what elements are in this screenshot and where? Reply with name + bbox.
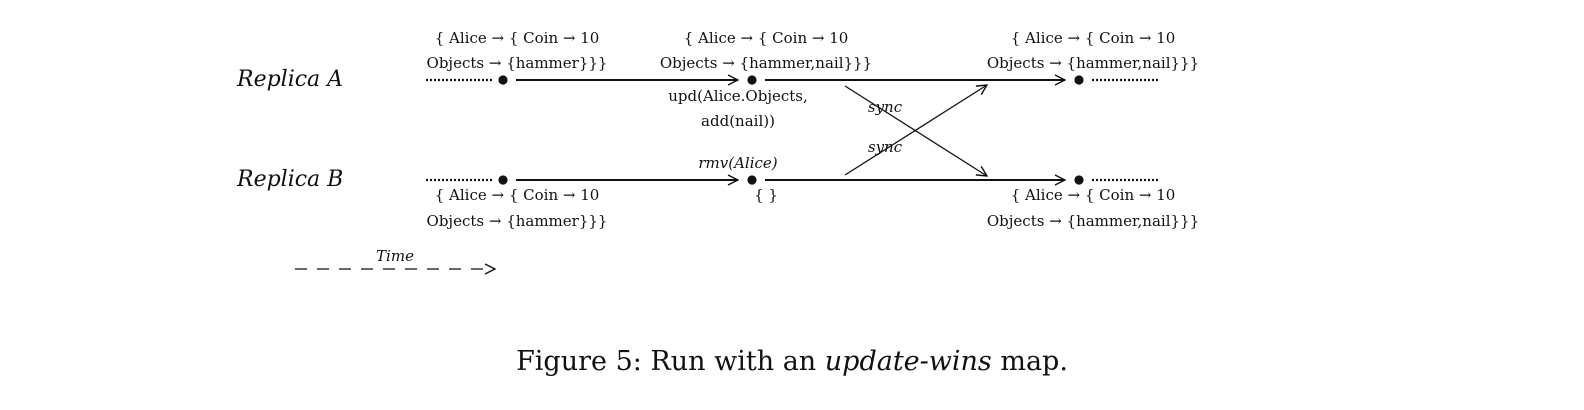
state-b3-line2: Objects → {hammer,nail}}} — [987, 212, 1199, 230]
state-b2-line1: { } — [754, 186, 778, 204]
replica-b-event-2 — [747, 175, 757, 185]
state-a2-line1: { Alice → { Coin → 10 — [684, 29, 849, 47]
state-b1-line1: { Alice → { Coin → 10 — [435, 186, 600, 204]
time-label: Time — [376, 247, 414, 265]
sync-label-2: sync — [868, 138, 903, 156]
upd-operation-line2: add(nail)) — [701, 112, 775, 130]
upd-operation-line1: upd(Alice.Objects, — [668, 87, 808, 105]
state-b3-line1: { Alice → { Coin → 10 — [1011, 186, 1176, 204]
caption-prefix: Figure 5: Run with an — [516, 346, 825, 377]
state-a3-line1: { Alice → { Coin → 10 — [1011, 29, 1176, 47]
state-a1-line1: { Alice → { Coin → 10 — [435, 29, 600, 47]
caption-emphasis: update-wins — [824, 346, 992, 377]
state-a1-line2: Objects → {hammer}}} — [427, 54, 608, 72]
replica-a-event-2 — [747, 75, 757, 85]
replica-a-event-1 — [498, 75, 508, 85]
replica-b-event-3 — [1074, 175, 1084, 185]
caption-suffix: map. — [991, 346, 1068, 377]
replica-a-event-3 — [1074, 75, 1084, 85]
sync-label-1: sync — [868, 98, 903, 116]
state-a3-line2: Objects → {hammer,nail}}} — [987, 54, 1199, 72]
rmv-operation: rmv(Alice) — [698, 154, 777, 172]
figure-caption: Figure 5: Run with an update-wins map. — [0, 346, 1584, 377]
state-a2-line2: Objects → {hammer,nail}}} — [660, 54, 872, 72]
replica-a-timeline — [426, 75, 1158, 84]
sync-arrow-b-to-a — [844, 85, 987, 176]
replica-a-label: Replica A — [236, 67, 343, 92]
sync-arrow-a-to-b — [844, 85, 987, 176]
replica-b-event-1 — [498, 175, 508, 185]
state-b1-line2: Objects → {hammer}}} — [427, 212, 608, 230]
replica-b-timeline — [426, 175, 1158, 184]
replica-b-label: Replica B — [236, 167, 343, 192]
